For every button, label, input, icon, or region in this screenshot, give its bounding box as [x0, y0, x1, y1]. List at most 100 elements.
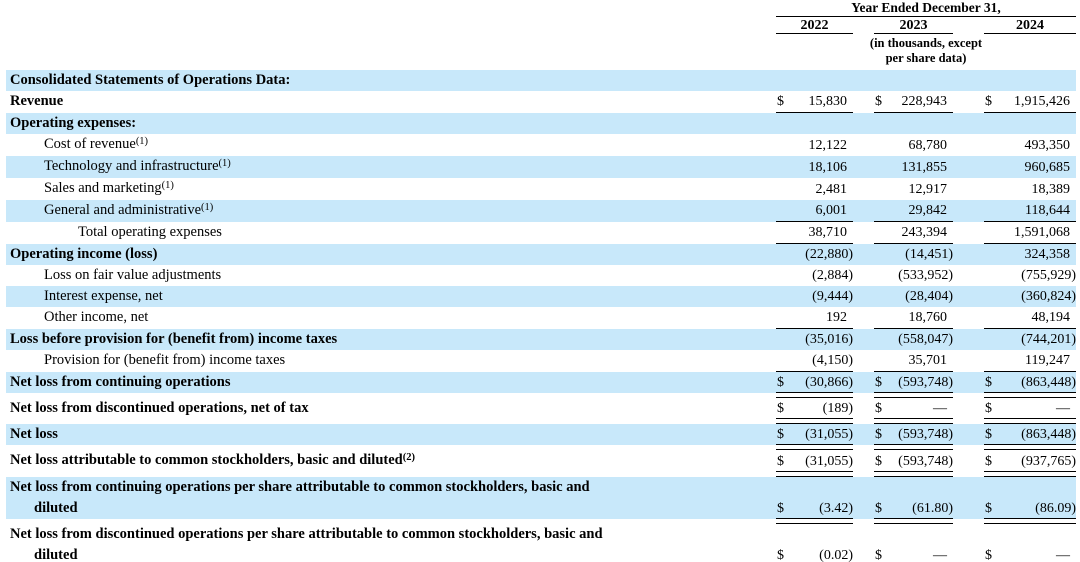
- currency-symbol: $: [777, 501, 784, 516]
- value-text: (31,055): [805, 427, 853, 442]
- table-row: General and administrative(1) 6,001 29,842…: [6, 200, 1076, 222]
- currency-symbol: $: [875, 454, 882, 469]
- value-cell-2024: $1,915,426: [984, 91, 1076, 113]
- value-cell-2023: $ (593,748): [874, 372, 953, 398]
- currency-symbol: $: [985, 454, 992, 469]
- year-header-2022: 2022: [776, 18, 853, 34]
- row-label: Loss on fair value adjustments: [44, 267, 222, 283]
- value-cell-2023: 12,917: [874, 179, 953, 200]
- value-text: (189): [822, 401, 853, 416]
- currency-symbol: $: [875, 501, 882, 516]
- table-row: Net loss from continuing operations $ (30,…: [6, 372, 1076, 398]
- value-cell-2023: (14,451): [874, 244, 953, 265]
- value-cell-2023: 29,842: [874, 200, 953, 222]
- row-label: Operating expenses:: [10, 115, 137, 131]
- row-label: Cost of revenue(1): [44, 136, 149, 152]
- table-row: Provision for (benefit from) income taxe…: [6, 350, 1076, 372]
- row-label: Net loss from discontinued operations, n…: [10, 400, 309, 416]
- value-cell-2022: (2,884): [776, 265, 853, 286]
- value-text: 68,780: [908, 138, 948, 153]
- value-cell-2022: 12,122: [776, 135, 853, 156]
- table-header: Year Ended December 31, 2022 2023 2024 (…: [0, 0, 1080, 66]
- currency-symbol: $: [777, 401, 784, 416]
- value-text: 2,481: [815, 182, 848, 197]
- value-text: (14,451): [905, 247, 953, 262]
- value-cell-2024: 119,247: [984, 350, 1076, 372]
- value-cell-2024: $ (937,765): [984, 451, 1076, 477]
- value-cell-2024: 48,194: [984, 307, 1076, 329]
- value-text: —: [1056, 548, 1070, 562]
- currency-symbol: $: [985, 501, 992, 516]
- currency-symbol: $: [985, 94, 992, 109]
- currency-symbol: $: [985, 427, 992, 442]
- currency-symbol: $: [985, 548, 992, 562]
- value-cell-2022: $15,830: [776, 91, 853, 113]
- value-cell-2023: $ (61.80): [874, 498, 953, 524]
- value-text: 6,001: [815, 203, 848, 218]
- value-cell-2022: 6,001: [776, 200, 853, 222]
- table-row: Other income, net 192 18,760 48,194: [6, 307, 1076, 329]
- value-cell-2023: 131,855: [874, 157, 953, 178]
- value-cell-2023: (558,047): [874, 329, 953, 350]
- value-text: 38,710: [808, 225, 848, 240]
- value-cell-2024: 960,685: [984, 157, 1076, 178]
- value-cell-2024: $ (863,448): [984, 372, 1076, 398]
- currency-symbol: $: [777, 94, 784, 109]
- row-label: Provision for (benefit from) income taxe…: [44, 352, 286, 368]
- value-text: 15,830: [808, 94, 848, 109]
- column-spacer: [853, 18, 874, 34]
- table-row: Net loss from continuing operations per …: [6, 477, 1076, 524]
- currency-symbol: $: [875, 401, 882, 416]
- value-text: (86.09): [1035, 501, 1076, 516]
- value-cell-2024: (744,201): [984, 329, 1076, 350]
- value-text: 1,915,426: [1014, 94, 1070, 109]
- value-text: (35,016): [805, 332, 853, 347]
- column-spacer: [953, 18, 984, 34]
- value-text: (863,448): [1021, 427, 1076, 442]
- row-label: Consolidated Statements of Operations Da…: [10, 72, 291, 88]
- value-cell-2023: (533,952): [874, 265, 953, 286]
- value-cell-2022: $ (189): [776, 398, 853, 424]
- value-text: —: [1056, 401, 1070, 416]
- value-text: (937,765): [1021, 454, 1076, 469]
- value-text: (360,824): [1021, 289, 1076, 304]
- currency-symbol: $: [777, 454, 784, 469]
- value-cell-2022: $ (31,055): [776, 451, 853, 477]
- table-row: Total operating expenses 38,710 243,394 1,5…: [6, 222, 1076, 244]
- row-label: Net loss from continuing operations: [10, 374, 231, 390]
- value-text: (28,404): [905, 289, 953, 304]
- value-cell-2022: 2,481: [776, 179, 853, 200]
- value-text: 12,917: [908, 182, 948, 197]
- value-cell-2023: $ (593,748): [874, 451, 953, 477]
- value-cell-2023: (28,404): [874, 286, 953, 307]
- value-text: —: [933, 401, 947, 416]
- row-label: Sales and marketing(1): [44, 180, 174, 196]
- value-text: 1,591,068: [1014, 225, 1070, 240]
- units-note-line1: (in thousands, except: [869, 36, 983, 50]
- footnote-marker: (2): [402, 452, 415, 463]
- footnote-marker: (1): [218, 158, 231, 169]
- value-text: 243,394: [901, 225, 948, 240]
- footnote-marker: (1): [135, 136, 149, 147]
- value-text: 228,943: [901, 94, 948, 109]
- currency-symbol: $: [985, 401, 992, 416]
- value-text: (3.42): [819, 501, 853, 516]
- table-row: Consolidated Statements of Operations Da…: [6, 70, 1076, 91]
- row-label: General and administrative(1): [44, 202, 214, 218]
- footnote-marker: (1): [161, 180, 174, 191]
- value-text: (30,866): [805, 375, 853, 390]
- value-cell-2023: $ (593,748): [874, 424, 953, 450]
- value-cell-2024: 118,644: [984, 200, 1076, 222]
- value-text: (0.02): [819, 548, 853, 562]
- row-label: Loss before provision for (benefit from)…: [10, 331, 338, 347]
- value-text: 192: [826, 310, 847, 325]
- row-label: Net loss: [10, 426, 58, 442]
- row-label: Technology and infrastructure(1): [44, 158, 231, 174]
- currency-symbol: $: [777, 375, 784, 390]
- value-cell-2023: 18,760: [874, 307, 953, 329]
- value-cell-2024: $ (863,448): [984, 424, 1076, 450]
- value-cell-2024: 324,358: [984, 244, 1076, 265]
- table-row: Revenue $15,830 $228,943 $1,915,426: [6, 91, 1076, 113]
- value-text: 12,122: [808, 138, 848, 153]
